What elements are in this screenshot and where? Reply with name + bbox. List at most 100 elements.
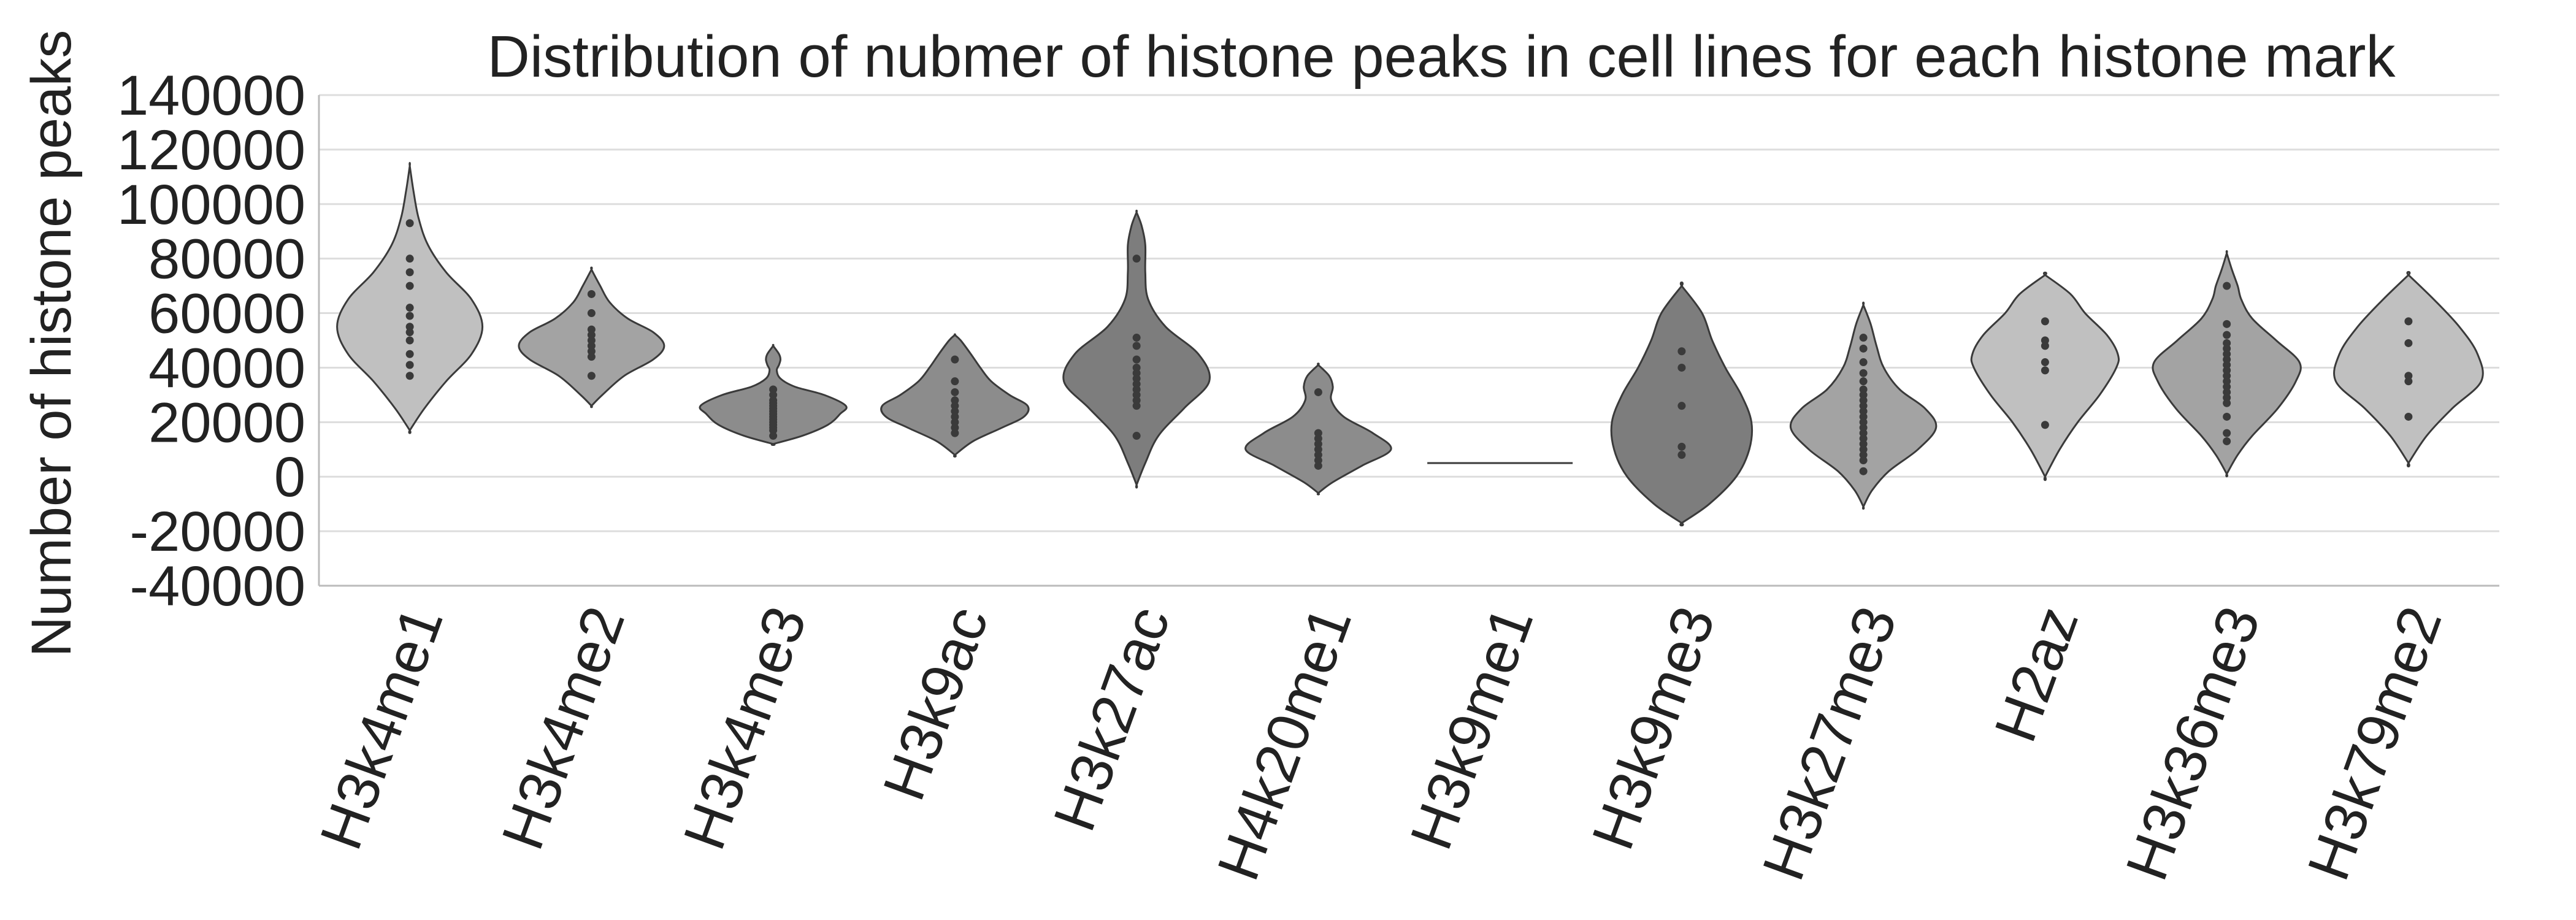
data-point <box>2041 358 2049 367</box>
data-point <box>2223 282 2231 290</box>
data-point <box>1132 385 1141 394</box>
data-point <box>405 361 414 369</box>
data-point <box>405 350 414 358</box>
data-point <box>2223 393 2231 402</box>
data-point <box>587 347 596 356</box>
data-point <box>2223 344 2231 353</box>
data-point <box>1677 347 1686 356</box>
gridlines <box>319 94 2499 532</box>
data-point <box>2404 317 2413 326</box>
data-point <box>1132 342 1141 350</box>
data-point <box>951 407 959 416</box>
data-point <box>1677 442 1686 451</box>
data-point <box>587 342 596 350</box>
y-tick-label: 0 <box>274 446 305 508</box>
data-point <box>2041 366 2049 375</box>
violin-body <box>1244 362 1392 496</box>
data-point <box>951 418 959 426</box>
data-point <box>1859 396 1868 405</box>
data-point <box>1859 402 1868 410</box>
data-point <box>2041 421 2049 429</box>
data-point <box>405 255 414 263</box>
data-point <box>1859 334 1868 342</box>
y-tick-label: -20000 <box>130 500 305 563</box>
data-point <box>405 268 414 277</box>
data-point <box>1132 255 1141 263</box>
data-point <box>1314 451 1322 459</box>
data-point <box>1859 418 1868 426</box>
data-point <box>951 355 959 364</box>
violin-H3k9me3 <box>1610 282 1754 527</box>
violin-H3k9ac <box>880 333 1030 458</box>
violin-body <box>2333 270 2484 468</box>
data-point <box>405 328 414 337</box>
data-point <box>1859 456 1868 465</box>
data-point <box>951 377 959 386</box>
data-point <box>1677 451 1686 459</box>
data-point <box>769 385 778 394</box>
violin-H3k4me1 <box>336 162 484 434</box>
data-point <box>1677 402 1686 410</box>
violin-H3k4me2 <box>518 266 665 408</box>
data-point <box>1132 369 1141 377</box>
data-point <box>405 372 414 380</box>
data-point <box>405 304 414 312</box>
data-point <box>2223 412 2231 421</box>
violin-H3k4me3 <box>699 343 848 447</box>
y-tick-label: 140000 <box>117 64 305 127</box>
data-point <box>587 309 596 318</box>
violin-H3k79me2 <box>2333 270 2484 468</box>
violin-H4k20me1 <box>1244 362 1392 496</box>
data-point <box>1859 369 1868 377</box>
y-tick-label: 100000 <box>117 174 305 236</box>
data-point <box>1132 374 1141 383</box>
data-point <box>951 402 959 410</box>
y-tick-label: 120000 <box>117 119 305 182</box>
data-point <box>1859 391 1868 399</box>
data-point <box>2223 429 2231 437</box>
data-point <box>405 312 414 320</box>
data-point <box>1859 407 1868 416</box>
data-point <box>2223 377 2231 386</box>
data-point <box>405 219 414 228</box>
data-point <box>1859 434 1868 443</box>
data-point <box>2223 350 2231 358</box>
data-point <box>1132 432 1141 440</box>
data-point <box>1314 456 1322 465</box>
data-point <box>1859 429 1868 437</box>
data-point <box>2404 339 2413 347</box>
data-point <box>2223 388 2231 396</box>
data-point <box>405 323 414 331</box>
data-point <box>1132 380 1141 388</box>
y-tick-label: 40000 <box>148 337 305 399</box>
data-point <box>1859 412 1868 421</box>
violins <box>336 162 2484 527</box>
data-point <box>1314 388 1322 396</box>
data-point <box>1132 402 1141 410</box>
data-point <box>1859 385 1868 394</box>
data-point <box>1677 363 1686 372</box>
data-point <box>587 331 596 339</box>
y-tick-label: 80000 <box>148 228 305 291</box>
data-point <box>1314 429 1322 437</box>
violin-H3k36me3 <box>2152 250 2302 478</box>
data-point <box>951 388 959 396</box>
data-point <box>1132 363 1141 372</box>
data-point <box>1132 334 1141 342</box>
data-point <box>1314 434 1322 443</box>
data-point <box>1859 467 1868 475</box>
violin-H3k27ac <box>1062 209 1211 489</box>
data-point <box>1314 445 1322 454</box>
data-point <box>2223 320 2231 328</box>
data-point <box>2223 383 2231 391</box>
data-point <box>1859 440 1868 448</box>
data-point <box>951 429 959 437</box>
y-tick-label: 60000 <box>148 283 305 345</box>
data-point <box>951 396 959 405</box>
data-point <box>587 289 596 298</box>
data-point <box>2223 361 2231 369</box>
data-point <box>769 391 778 399</box>
data-point <box>2223 372 2231 380</box>
chart-title: Distribution of nubmer of histone peaks … <box>488 24 2396 90</box>
